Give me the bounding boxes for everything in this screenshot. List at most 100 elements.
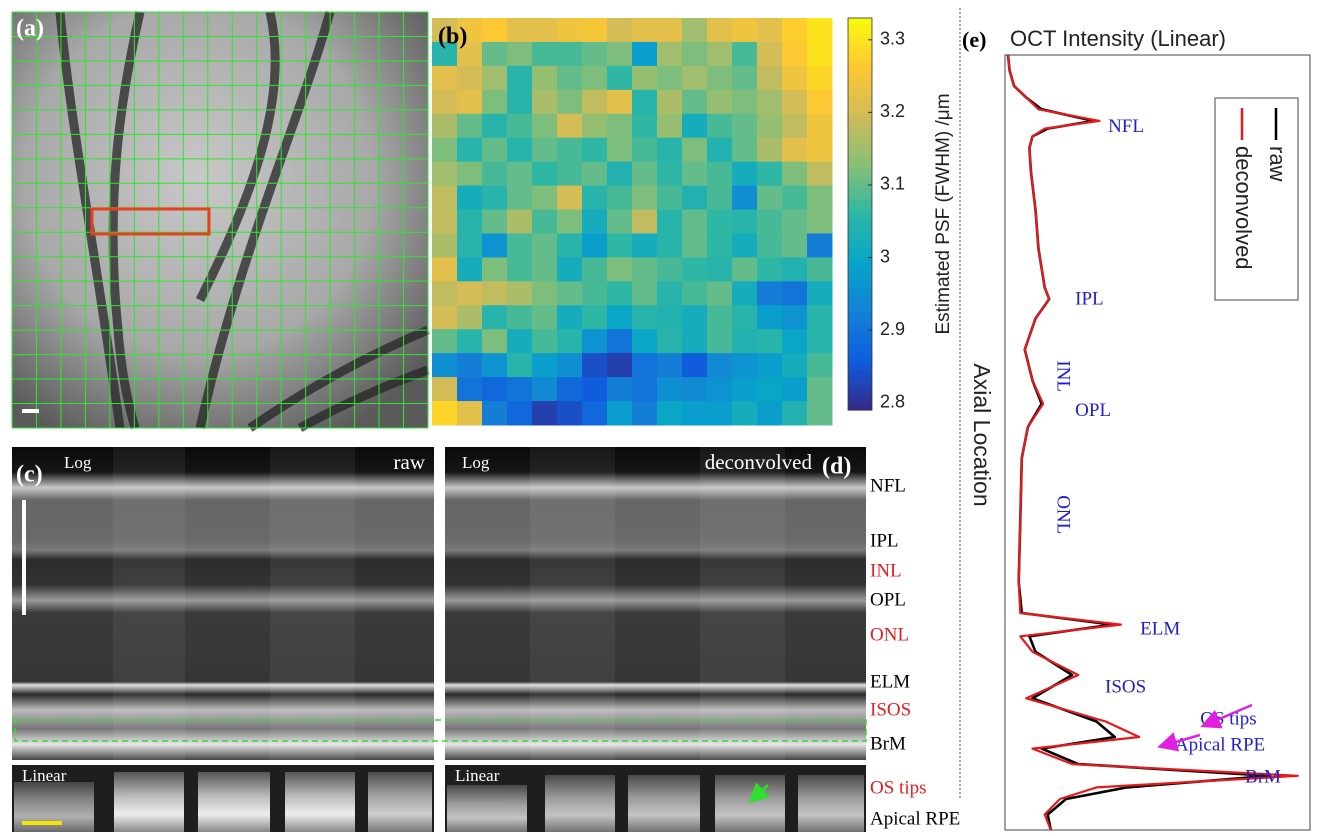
heatmap-cell <box>432 89 458 115</box>
heatmap-cell <box>432 209 458 234</box>
colorbar-segment <box>848 325 872 333</box>
colorbar-segment <box>848 220 872 228</box>
colorbar-tick-label: 3 <box>880 246 890 266</box>
heatmap-cell <box>432 353 458 378</box>
heatmap-cell <box>507 161 533 187</box>
heatmap-cell <box>632 329 658 354</box>
heatmap-cell <box>482 353 508 378</box>
scale-bar <box>22 409 39 413</box>
heatmap-cell <box>457 185 483 211</box>
heatmap-cell <box>557 41 583 67</box>
heatmap-cell <box>507 305 533 330</box>
axis-label: Axial Location <box>969 363 995 506</box>
heatmap-cell <box>532 401 558 426</box>
heatmap-cell <box>582 65 608 91</box>
heatmap-cell <box>557 401 583 426</box>
colorbar-segment <box>848 253 872 261</box>
heatmap-cell <box>732 281 758 306</box>
heatmap-cell <box>732 377 758 402</box>
column-shade <box>530 447 615 760</box>
colorbar-segment <box>848 390 872 398</box>
heatmap-cell <box>532 209 558 234</box>
heatmap-cell <box>807 281 833 306</box>
heatmap-cell <box>632 137 658 163</box>
heatmap-cell <box>757 281 783 306</box>
heatmap-cell <box>682 137 708 163</box>
scale-bar <box>22 821 62 825</box>
annotation: OS tips <box>1200 708 1257 729</box>
heatmap-cell <box>482 41 508 67</box>
heatmap-cell <box>782 113 808 139</box>
colorbar-segment <box>848 240 872 248</box>
colorbar-segment <box>848 377 872 385</box>
heatmap-cell <box>732 161 758 187</box>
colorbar-segment <box>848 272 872 280</box>
heatmap-cell <box>482 401 508 426</box>
heatmap-cell <box>582 377 608 402</box>
heatmap-cell <box>807 18 833 43</box>
heatmap-cell <box>807 353 833 378</box>
layer-label: OS tips <box>870 777 927 798</box>
heatmap-cell <box>757 209 783 234</box>
annotation: NFL <box>1108 116 1144 137</box>
heatmap-cell <box>632 401 658 426</box>
heatmap-cell <box>682 329 708 354</box>
heatmap-cell <box>707 329 733 354</box>
heatmap-cell <box>782 353 808 378</box>
heatmap-cell <box>732 65 758 91</box>
heatmap-cell <box>757 257 783 282</box>
colorbar-tick-label: 3.1 <box>880 174 905 194</box>
heatmap-cell <box>507 281 533 306</box>
heatmap-cell <box>807 305 833 330</box>
layer-label: ISOS <box>870 699 911 720</box>
heatmap-cell <box>657 161 683 187</box>
heatmap-cell <box>782 137 808 163</box>
heatmap-cell <box>707 353 733 378</box>
heatmap-cell <box>457 113 483 139</box>
heatmap-cell <box>582 257 608 282</box>
heatmap-cell <box>732 89 758 115</box>
colorbar-segment <box>848 50 872 58</box>
heatmap-cell <box>607 233 633 258</box>
linear-label: Linear <box>22 766 67 785</box>
colorbar-segment <box>848 122 872 130</box>
heatmap-cell <box>432 233 458 258</box>
colorbar-segment <box>848 338 872 346</box>
legend: raw deconvolved <box>1214 97 1299 301</box>
heatmap-cell <box>757 401 783 426</box>
heatmap-cell <box>507 233 533 258</box>
heatmap-cell <box>757 329 783 354</box>
heatmap-cell <box>532 377 558 402</box>
annotation: Apical RPE <box>1175 735 1265 756</box>
linear-columns <box>447 775 864 832</box>
heatmap-cell <box>782 329 808 354</box>
heatmap-cell <box>657 89 683 115</box>
heatmap-cell <box>707 233 733 258</box>
heatmap-cell <box>507 257 533 282</box>
heatmap-cell <box>807 161 833 187</box>
panel-label: (e) <box>962 27 986 52</box>
heatmap-cell <box>582 185 608 211</box>
heatmap-cell <box>432 41 458 67</box>
annotation: ISOS <box>1105 677 1146 698</box>
heatmap-cell <box>457 161 483 187</box>
roi-box <box>90 207 211 236</box>
colorbar-segment <box>848 194 872 202</box>
heatmap-cell <box>682 305 708 330</box>
heatmap-cell <box>657 281 683 306</box>
heatmap-cell <box>432 65 458 91</box>
heatmap-cell <box>782 41 808 67</box>
colorbar-tick-label: 2.8 <box>880 391 905 411</box>
heatmap-cell <box>432 305 458 330</box>
roi-band <box>14 719 867 742</box>
heatmap-cell <box>682 353 708 378</box>
heatmap-cell <box>582 89 608 115</box>
heatmap-cell <box>582 281 608 306</box>
heatmap-cell <box>807 401 833 426</box>
heatmap-cell <box>582 137 608 163</box>
colorbar-segment <box>848 233 872 241</box>
heatmap-cell <box>457 353 483 378</box>
heatmap-cell <box>582 233 608 258</box>
colorbar-segment <box>848 24 872 32</box>
heatmap-cell <box>557 209 583 234</box>
